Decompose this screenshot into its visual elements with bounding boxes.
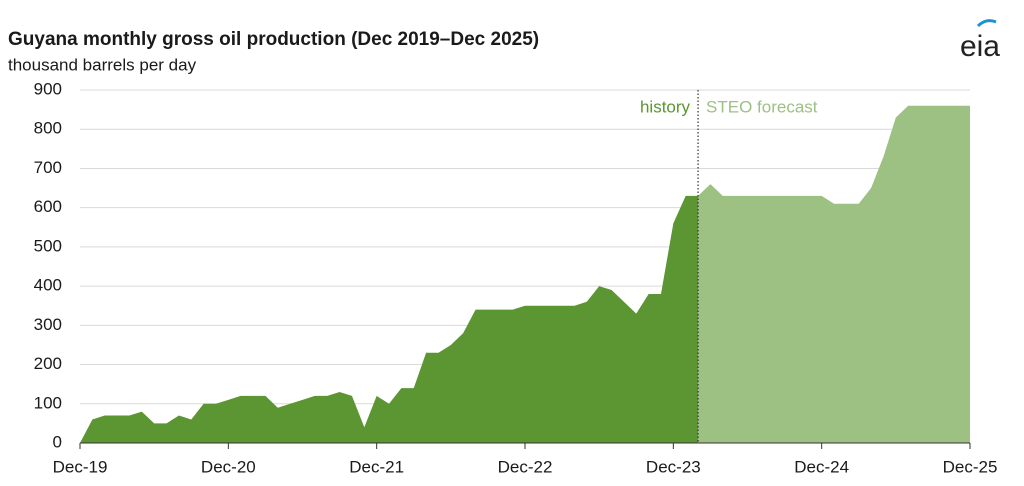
area [698, 105, 970, 443]
area [80, 195, 699, 443]
x-tick-label: Dec-19 [53, 457, 108, 476]
logo: eia [960, 30, 1000, 63]
x-tick-label: Dec-25 [943, 457, 998, 476]
x-tick-label: Dec-21 [349, 457, 404, 476]
chart-title: Guyana monthly gross oil production (Dec… [8, 29, 539, 50]
y-tick-label: 900 [34, 79, 62, 98]
x-tick-label: Dec-23 [646, 457, 701, 476]
x-tick-label: Dec-20 [201, 457, 256, 476]
x-tick-label: Dec-22 [498, 457, 553, 476]
y-tick-label: 0 [53, 432, 62, 451]
logo-swoosh [976, 19, 997, 28]
annotation: history [640, 97, 691, 116]
y-tick-label: 100 [34, 393, 62, 412]
annotation: STEO forecast [706, 97, 818, 116]
y-tick-label: 400 [34, 276, 62, 295]
y-tick-label: 200 [34, 354, 62, 373]
x-tick-label: Dec-24 [794, 457, 849, 476]
y-tick-label: 800 [34, 119, 62, 138]
y-tick-label: 700 [34, 158, 62, 177]
y-tick-label: 300 [34, 315, 62, 334]
y-tick-label: 500 [34, 236, 62, 255]
y-tick-label: 600 [34, 197, 62, 216]
chart-subtitle: thousand barrels per day [8, 55, 197, 74]
